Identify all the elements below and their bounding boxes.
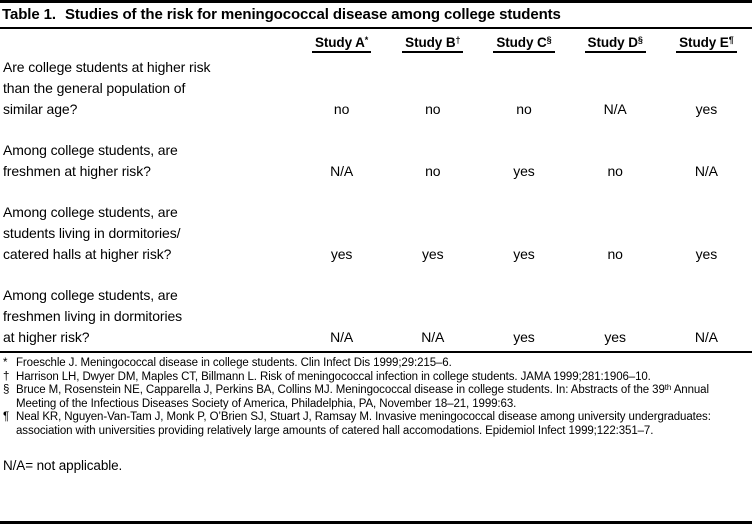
ordinal-superscript: th <box>664 383 672 392</box>
footnote-text: Bruce M, Rosenstein NE, Capparella J, Pe… <box>16 383 709 410</box>
table-row: Among college students, are freshmen liv… <box>0 285 752 351</box>
answer-cell: no <box>516 101 532 117</box>
answer-cell: yes <box>513 246 535 262</box>
column-label: Study D <box>587 35 638 50</box>
footnote-symbol: * <box>3 357 8 369</box>
table-title-text: Studies of the risk for meningococcal di… <box>64 6 561 23</box>
bottom-border-rule <box>0 521 752 524</box>
table-row: Among college students, are freshmen at … <box>0 140 752 202</box>
footnote-marker: † <box>455 35 461 45</box>
footnotes: * Froeschle J. Meningococcal disease in … <box>0 353 752 438</box>
column-label: Study C <box>496 35 547 50</box>
footnote-text: Froeschle J. Meningococcal disease in co… <box>16 357 452 369</box>
answer-cell: N/A <box>421 329 445 345</box>
footnote-2: † Harrison LH, Dwyer DM, Maples CT, Bill… <box>3 371 746 385</box>
answer-cell: N/A <box>694 329 718 345</box>
study-a-header: Study A* <box>311 35 372 53</box>
answer-cell: no <box>607 163 623 179</box>
footnote-text: Harrison LH, Dwyer DM, Maples CT, Billma… <box>16 370 651 383</box>
answer-cell: yes <box>513 329 535 345</box>
answer-cell: N/A <box>330 329 354 345</box>
answer-cell: yes <box>513 163 535 179</box>
answer-cell: N/A <box>330 163 354 179</box>
footnote-symbol: ¶ <box>3 411 10 423</box>
answer-cell: no <box>607 246 623 262</box>
question-text: Are college students at higher risk than… <box>3 59 211 117</box>
title-rule <box>0 27 752 29</box>
answer-cell: yes <box>330 246 353 262</box>
header-row: Study A* Study B† Study C§ Study D§ Stud… <box>0 29 752 57</box>
answer-cell: no <box>333 101 350 117</box>
column-header-study-b: Study B† <box>387 29 478 57</box>
column-header-study-e: Study E¶ <box>661 29 752 57</box>
footnote-text-end: Annual Meeting of the Infectious Disease… <box>16 384 709 410</box>
column-header-study-a: Study A* <box>296 29 387 57</box>
footnote-symbol: § <box>3 384 10 396</box>
column-header-study-c: Study C§ <box>478 29 569 57</box>
question-text: Among college students, are students liv… <box>3 204 181 262</box>
na-abbreviation-note: N/A= not applicable. <box>3 458 123 473</box>
footnote-4: ¶ Neal KR, Nguyen-Van-Tam J, Monk P, O’B… <box>3 411 746 438</box>
answer-cell: N/A <box>694 163 718 179</box>
answer-cell: yes <box>422 246 444 262</box>
table-number: Table 1. <box>2 6 56 23</box>
answer-cell: no <box>425 163 441 179</box>
study-e-header: Study E¶ <box>676 35 737 53</box>
footnote-text-start: Bruce M, Rosenstein NE, Capparella J, Pe… <box>16 384 665 396</box>
footnote-marker: § <box>637 35 643 45</box>
answer-cell: yes <box>695 246 718 262</box>
table-row: Are college students at higher risk than… <box>0 57 752 140</box>
column-label: Study E <box>679 35 729 50</box>
answer-cell: yes <box>695 101 718 117</box>
question-text: Among college students, are freshmen at … <box>3 142 178 179</box>
table-title: Table 1. Studies of the risk for meningoc… <box>0 3 752 27</box>
footnote-marker: * <box>364 35 369 45</box>
question-column-header <box>0 29 296 57</box>
top-border-rule <box>0 0 752 3</box>
question-text: Among college students, are freshmen liv… <box>3 287 183 345</box>
footnote-text: Neal KR, Nguyen-Van-Tam J, Monk P, O’Bri… <box>16 411 711 437</box>
answer-cell: no <box>425 101 441 117</box>
table-bottom-rule <box>0 351 752 353</box>
footnote-marker: § <box>546 35 552 45</box>
footnote-3: § Bruce M, Rosenstein NE, Capparella J, … <box>3 383 746 411</box>
column-header-study-d: Study D§ <box>570 29 661 57</box>
study-c-header: Study C§ <box>493 35 555 53</box>
column-label: Study B <box>405 35 456 50</box>
study-d-header: Study D§ <box>584 35 646 53</box>
answer-cell: yes <box>604 329 626 345</box>
footnote-marker: ¶ <box>728 35 734 45</box>
footnote-symbol: † <box>3 370 10 383</box>
risk-table: Study A* Study B† Study C§ Study D§ Stud… <box>0 29 752 351</box>
table-row: Among college students, are students liv… <box>0 202 752 285</box>
column-label: Study A <box>314 35 365 50</box>
footnote-1: * Froeschle J. Meningococcal disease in … <box>3 357 746 371</box>
answer-cell: N/A <box>603 101 627 117</box>
study-b-header: Study B† <box>402 35 464 53</box>
